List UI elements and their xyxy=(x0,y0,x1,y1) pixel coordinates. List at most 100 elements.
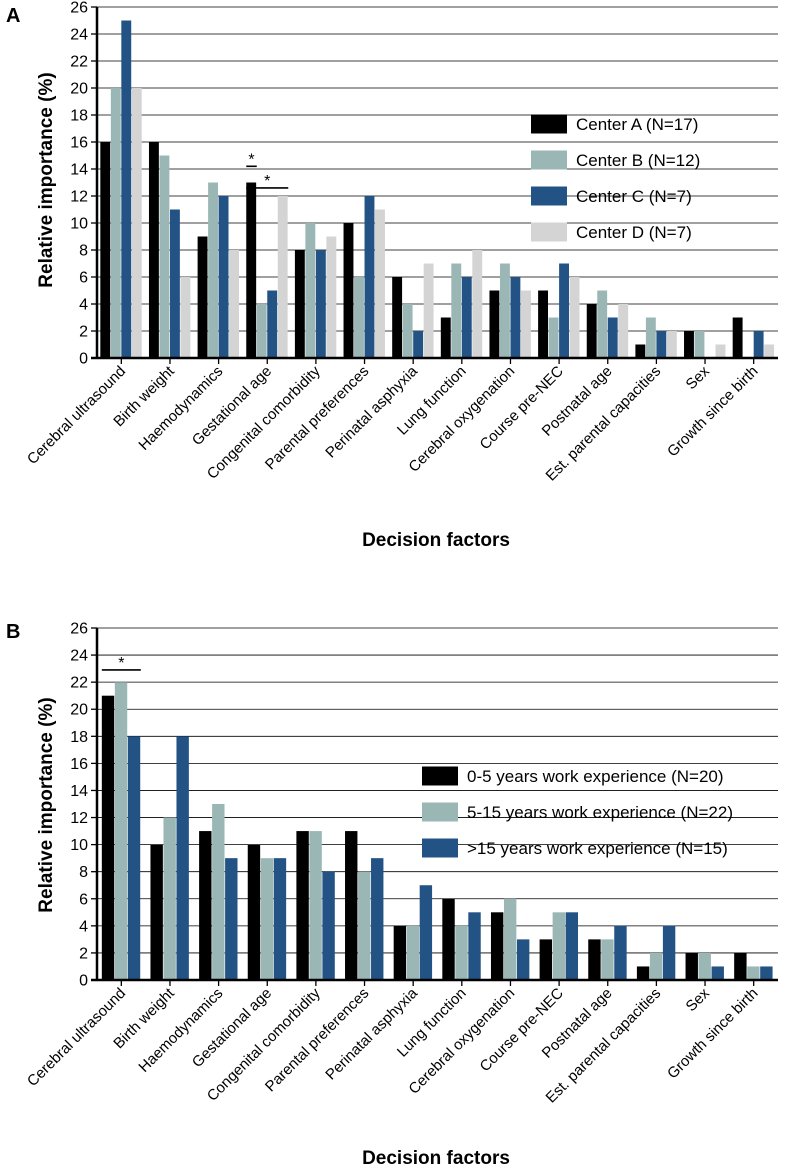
panel-b-bar-series-1 xyxy=(101,695,115,980)
panel-a-y-tick-label: 18 xyxy=(70,108,88,125)
panel-b-y-tick-label: 14 xyxy=(70,783,88,800)
panel-a-y-tick-label: 16 xyxy=(70,135,88,152)
panel-a-y-tick-label: 2 xyxy=(79,324,88,341)
panel-b-bar-series-1 xyxy=(393,925,407,980)
panel-a-bar-series-1 xyxy=(148,142,159,358)
panel-a-bar-series-4 xyxy=(715,344,726,358)
panel-a-bar-series-4 xyxy=(277,196,288,358)
panel-b-annotations: * xyxy=(101,655,141,672)
panel-a-legend-label: Center D (N=7) xyxy=(576,223,692,242)
panel-a-bar-series-3 xyxy=(364,196,375,358)
panel-b-bar-series-2 xyxy=(601,939,614,980)
panel-a-bar-series-3 xyxy=(413,331,424,358)
panel-a-label: A xyxy=(6,5,20,27)
panel-a-legend-swatch xyxy=(531,150,567,170)
panel-b-legend-swatch xyxy=(422,838,458,858)
panel-b-bar-series-3 xyxy=(516,939,530,980)
panel-b-label: B xyxy=(6,621,20,643)
panel-a-bar-series-3 xyxy=(753,331,764,358)
panel-a-bar-series-4 xyxy=(764,344,775,358)
panel-a-bar-series-2 xyxy=(354,277,364,358)
panel-b-bar-series-1 xyxy=(490,912,504,980)
panel-b-bar-series-3 xyxy=(760,966,773,980)
panel-a-x-category-label: Haemodynamics xyxy=(135,363,226,454)
panel-a-x-category-label: Growth since birth xyxy=(664,363,762,461)
panel-b-y-tick-label: 6 xyxy=(79,891,88,908)
panel-b-y-tick-label: 22 xyxy=(70,675,88,692)
panel-b-x-category-label: Course pre-NEC xyxy=(477,985,568,1076)
panel-b-bar-series-3 xyxy=(273,858,287,980)
panel-b-bar-series-3 xyxy=(127,736,141,980)
panel-a-y-tick-label: 0 xyxy=(79,351,88,368)
panel-b-bar-series-3 xyxy=(711,966,724,980)
panel-a-bar-series-4 xyxy=(666,331,677,358)
panel-a-bar-series-3 xyxy=(315,250,326,358)
panel-b-x-category-label: Haemodynamics xyxy=(135,985,226,1076)
panel-a-bar-series-1 xyxy=(732,317,743,358)
panel-a-y-tick-label: 24 xyxy=(70,27,88,44)
panel-b-y-tick-label: 0 xyxy=(79,973,88,990)
panel-a-bar-series-4 xyxy=(569,277,580,358)
panel-a-legend-label: Center C (N=7) xyxy=(576,187,692,206)
panel-a-annotations: ** xyxy=(246,151,289,190)
panel-a-bar-series-2 xyxy=(499,263,510,358)
panel-a-bar-series-3 xyxy=(461,277,472,358)
panel-a-bar-series-4 xyxy=(618,304,629,358)
panel-b-bar-series-2 xyxy=(698,952,711,980)
panel-b-bars xyxy=(101,682,773,980)
panel-a-bar-series-2 xyxy=(402,304,413,358)
panel-a-bar-series-3 xyxy=(169,209,180,358)
panel-a-bar-series-4 xyxy=(229,250,240,358)
panel-a-bar-series-1 xyxy=(343,223,354,358)
panel-a-x-category-label: Course pre-NEC xyxy=(477,363,568,454)
panel-b-bar-series-2 xyxy=(260,858,274,980)
panel-b-bar-series-1 xyxy=(685,952,698,980)
panel-a-legend-label: Center B (N=12) xyxy=(576,151,700,170)
panel-b-x-axis-label: Decision factors xyxy=(362,1148,510,1168)
panel-b-legend-label: 0-5 years work experience (N=20) xyxy=(467,767,724,786)
panel-b-y-tick-label: 4 xyxy=(79,918,88,935)
panel-b-bar-series-1 xyxy=(345,831,358,980)
panel-a-bar-series-4 xyxy=(472,250,483,358)
panel-b-bar-series-1 xyxy=(734,952,747,980)
panel-a-y-tick-label: 26 xyxy=(70,0,88,17)
panel-a-x-category-label: Sex xyxy=(683,362,714,393)
panel-a-legend-swatch xyxy=(531,114,567,134)
panel-a-bar-series-3 xyxy=(559,263,570,358)
panel-a-y-tick-label: 6 xyxy=(79,270,88,287)
panel-a-bar-series-2 xyxy=(597,290,608,358)
panel-b-y-axis-label: Relative importance (%) xyxy=(36,697,57,912)
panel-a-bar-series-2 xyxy=(256,304,267,358)
panel-a-bar-series-4 xyxy=(520,290,531,358)
panel-b-bar-series-1 xyxy=(296,831,309,980)
panel-a-y-tick-label: 20 xyxy=(70,81,88,98)
panel-b-bar-series-2 xyxy=(455,925,468,980)
panel-b-bar-series-1 xyxy=(636,966,650,980)
panel-a-y-axis-label: Relative importance (%) xyxy=(36,72,57,287)
panel-b-legend-swatch xyxy=(422,766,458,786)
panel-a-bars xyxy=(100,20,775,358)
panel-a-x-category-label: Perinatal asphyxia xyxy=(322,362,421,461)
panel-b-bar-series-2 xyxy=(309,831,322,980)
panel-b-legend-label: 5-15 years work experience (N=22) xyxy=(467,803,733,822)
panel-a-legend-swatch xyxy=(531,222,567,242)
panel-a-bar-series-2 xyxy=(305,223,316,358)
panel-a-bar-series-1 xyxy=(392,277,403,358)
panel-b-bar-series-3 xyxy=(371,858,384,980)
panel-a-bar-series-1 xyxy=(100,142,111,358)
panel-b-bar-series-2 xyxy=(649,952,663,980)
panel-b-bar-series-2 xyxy=(358,871,371,980)
panel-a-bar-series-2 xyxy=(110,88,121,358)
panel-b-y-tick-label: 26 xyxy=(70,621,88,638)
panel-b-bar-series-1 xyxy=(539,939,553,980)
panel-b-bar-series-3 xyxy=(614,925,627,980)
panel-a-y-tick-label: 22 xyxy=(70,54,88,71)
panel-b-bar-series-3 xyxy=(419,885,433,980)
panel-a-bar-series-3 xyxy=(267,290,278,358)
panel-a-bar-series-1 xyxy=(294,250,305,358)
